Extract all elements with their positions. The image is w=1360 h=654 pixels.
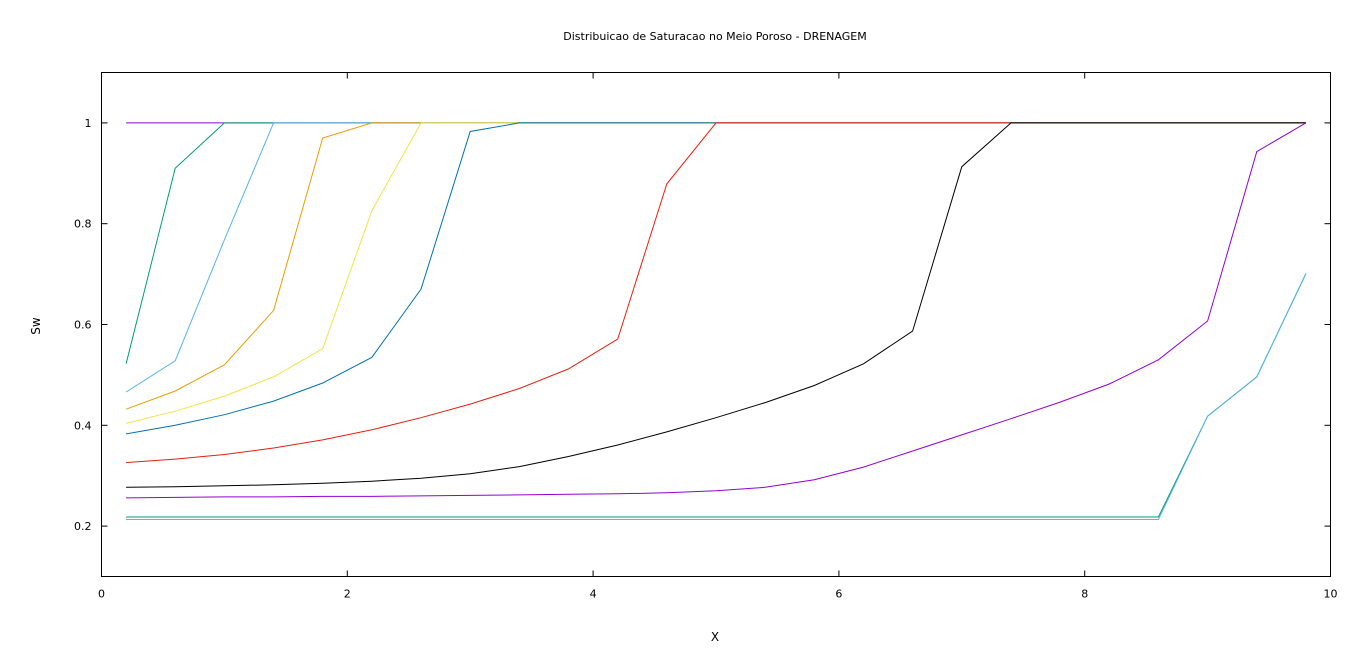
y-tick-label: 1 (85, 117, 92, 130)
plot-frame (101, 72, 1331, 577)
y-tick-label: 0.8 (74, 218, 92, 231)
x-tick-label: 10 (1324, 588, 1338, 601)
x-tick-label: 6 (835, 588, 842, 601)
series-line-3 (125, 122, 1306, 393)
series-line-4 (125, 122, 1306, 410)
y-tick-label: 0.2 (74, 520, 92, 533)
series-line-7 (126, 122, 1306, 464)
x-tick-label: 8 (1081, 588, 1088, 601)
y-tick-label: 0.6 (74, 319, 92, 332)
x-tick-label: 4 (590, 588, 597, 601)
chart-title: Distribuicao de Saturacao no Meio Poroso… (563, 30, 866, 43)
x-tick-label: 0 (98, 588, 105, 601)
x-tick-label: 2 (344, 588, 351, 601)
y-tick-label: 0.4 (74, 419, 92, 432)
series-line-10 (126, 273, 1307, 518)
series-line-8 (126, 122, 1306, 488)
series-line-6 (126, 122, 1306, 435)
y-axis-label: Sw (29, 317, 43, 335)
series-line-5 (125, 122, 1306, 424)
x-axis-label: X (711, 630, 719, 644)
series-line-2 (125, 122, 1306, 364)
series-line-11 (126, 273, 1307, 520)
ticks-layer: 0 2 4 6 8 10 0.2 0.4 0.6 0.8 1 (74, 72, 1338, 601)
series-line-9 (126, 122, 1307, 499)
series-layer (125, 122, 1307, 520)
